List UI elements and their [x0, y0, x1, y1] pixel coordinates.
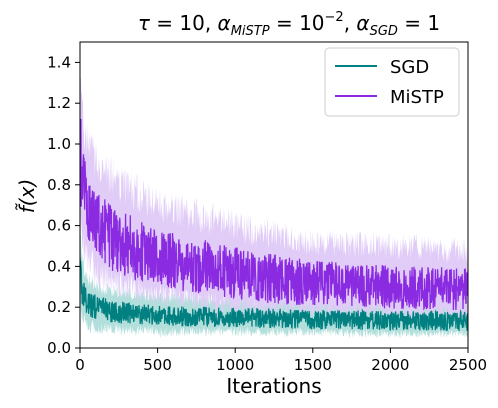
y-tick-label: 0.6 — [47, 217, 71, 235]
y-axis-label: f̃(x) — [15, 179, 39, 213]
line-sgd — [80, 257, 468, 331]
y-ticks: 0.0 0.2 0.4 0.6 0.8 1.0 1.2 1.4 — [47, 53, 80, 357]
y-tick-label: 1.2 — [47, 94, 71, 112]
legend-label-mistp: MiSTP — [390, 87, 444, 108]
x-tick-label: 2000 — [371, 356, 409, 374]
y-tick-label: 0.8 — [47, 176, 71, 194]
x-tick-label: 1000 — [216, 356, 254, 374]
title-tau: τ — [138, 11, 151, 35]
legend: SGD MiSTP — [324, 47, 460, 117]
plot-lines — [80, 118, 468, 331]
y-tick-label: 1.4 — [47, 53, 71, 71]
chart-title: τ = 10, αMiSTP = 10−2, αSGD = 1 — [138, 10, 440, 39]
y-tick-label: 0.2 — [47, 298, 71, 316]
title-alpha-2: α — [356, 11, 369, 35]
x-tick-label: 1500 — [294, 356, 332, 374]
x-axis-label: Iterations — [226, 374, 321, 398]
x-ticks: 0 500 1000 1500 2000 2500 — [75, 348, 487, 374]
x-tick-label: 500 — [143, 356, 172, 374]
x-tick-label: 0 — [75, 356, 85, 374]
y-tick-label: 0.4 — [47, 257, 71, 275]
x-tick-label: 2500 — [449, 356, 487, 374]
title-alpha-1: α — [218, 11, 231, 35]
legend-label-sgd: SGD — [390, 57, 429, 78]
axes-frame — [79, 41, 469, 349]
y-tick-label: 1.0 — [47, 135, 71, 153]
y-tick-label: 0.0 — [47, 339, 71, 357]
line-mistp — [80, 118, 468, 311]
